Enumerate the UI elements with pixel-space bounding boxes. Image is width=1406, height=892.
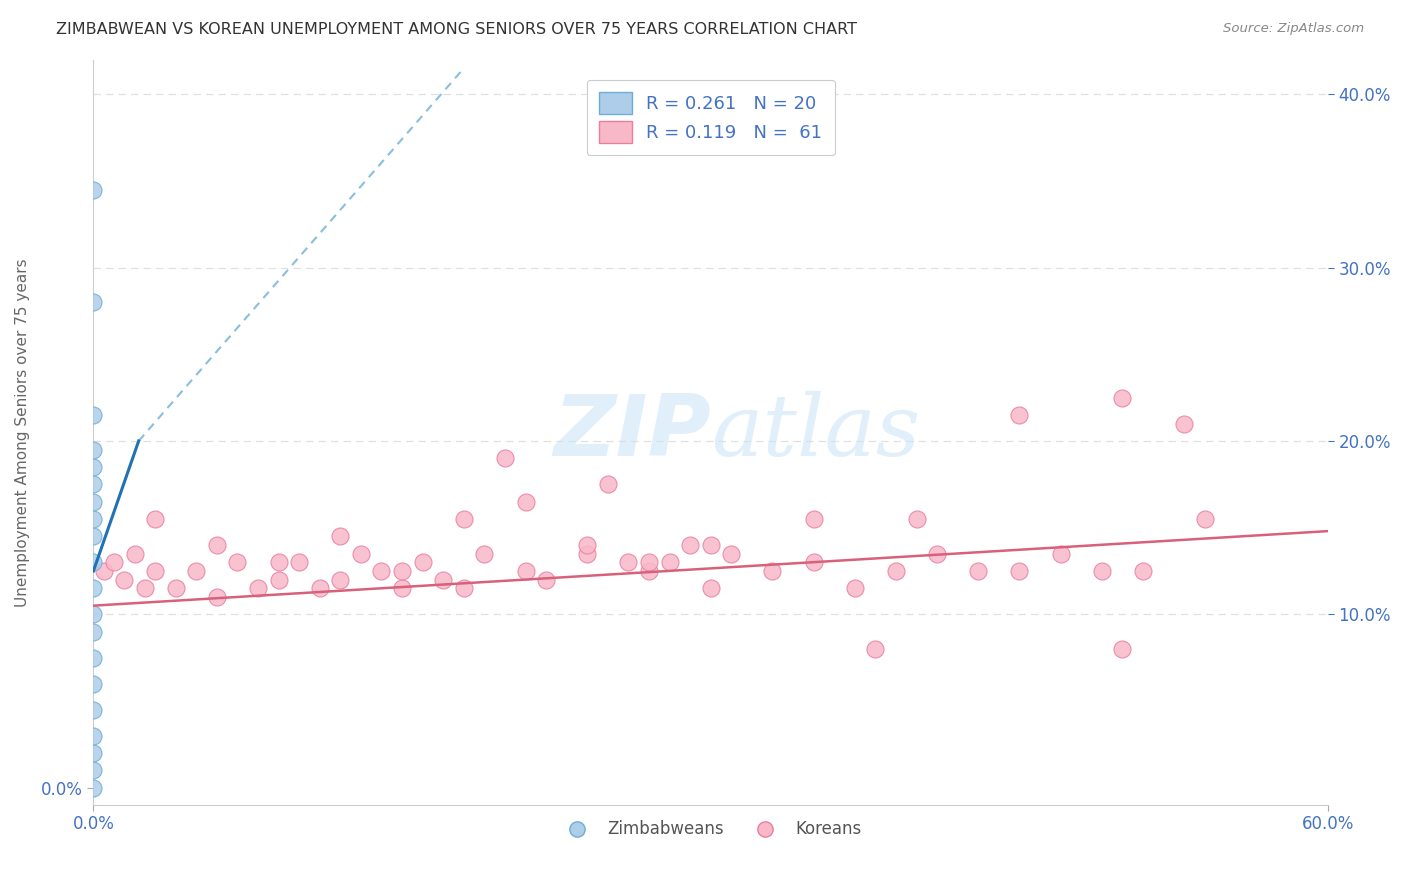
Point bbox=[412, 555, 434, 569]
Point bbox=[534, 573, 557, 587]
Point bbox=[967, 564, 990, 578]
Point bbox=[134, 582, 156, 596]
Point bbox=[82, 780, 104, 795]
Point bbox=[865, 642, 887, 657]
Point bbox=[82, 624, 104, 639]
Point bbox=[638, 564, 661, 578]
Point bbox=[350, 547, 373, 561]
Point bbox=[884, 564, 907, 578]
Point bbox=[82, 703, 104, 717]
Point bbox=[1111, 391, 1133, 405]
Point bbox=[638, 555, 661, 569]
Point bbox=[82, 477, 104, 491]
Point bbox=[82, 512, 104, 526]
Point bbox=[205, 590, 228, 604]
Point bbox=[391, 582, 413, 596]
Point bbox=[494, 451, 516, 466]
Point bbox=[803, 512, 825, 526]
Point bbox=[226, 555, 249, 569]
Point bbox=[1008, 564, 1031, 578]
Point bbox=[617, 555, 640, 569]
Point bbox=[329, 573, 352, 587]
Point bbox=[927, 547, 949, 561]
Text: atlas: atlas bbox=[711, 391, 920, 474]
Point bbox=[82, 746, 104, 760]
Point bbox=[700, 538, 723, 552]
Point bbox=[329, 529, 352, 543]
Point bbox=[905, 512, 928, 526]
Point bbox=[515, 494, 537, 508]
Point bbox=[700, 582, 723, 596]
Point bbox=[453, 582, 475, 596]
Point bbox=[576, 547, 599, 561]
Point bbox=[165, 582, 187, 596]
Point bbox=[1194, 512, 1216, 526]
Point bbox=[267, 555, 290, 569]
Point bbox=[1173, 417, 1195, 431]
Point bbox=[391, 564, 413, 578]
Point bbox=[143, 512, 166, 526]
Point bbox=[1111, 642, 1133, 657]
Point bbox=[82, 729, 104, 743]
Point bbox=[82, 494, 104, 508]
Point bbox=[82, 607, 104, 622]
Point bbox=[432, 573, 454, 587]
Point bbox=[596, 477, 619, 491]
Point bbox=[82, 764, 104, 778]
Point bbox=[82, 442, 104, 457]
Legend: Zimbabweans, Koreans: Zimbabweans, Koreans bbox=[554, 814, 868, 845]
Point bbox=[82, 555, 104, 569]
Point bbox=[103, 555, 125, 569]
Point bbox=[453, 512, 475, 526]
Point bbox=[124, 547, 146, 561]
Point bbox=[143, 564, 166, 578]
Point bbox=[803, 555, 825, 569]
Point bbox=[247, 582, 270, 596]
Point bbox=[761, 564, 783, 578]
Point bbox=[844, 582, 866, 596]
Text: Source: ZipAtlas.com: Source: ZipAtlas.com bbox=[1223, 22, 1364, 36]
Point bbox=[82, 408, 104, 422]
Point bbox=[308, 582, 330, 596]
Text: ZIMBABWEAN VS KOREAN UNEMPLOYMENT AMONG SENIORS OVER 75 YEARS CORRELATION CHART: ZIMBABWEAN VS KOREAN UNEMPLOYMENT AMONG … bbox=[56, 22, 858, 37]
Point bbox=[112, 573, 135, 587]
Point bbox=[82, 582, 104, 596]
Point bbox=[658, 555, 681, 569]
Point bbox=[82, 460, 104, 475]
Point bbox=[720, 547, 742, 561]
Point bbox=[82, 183, 104, 197]
Text: ZIP: ZIP bbox=[553, 391, 711, 474]
Point bbox=[93, 564, 115, 578]
Point bbox=[82, 295, 104, 310]
Point bbox=[82, 676, 104, 690]
Point bbox=[576, 538, 599, 552]
Point bbox=[370, 564, 392, 578]
Point bbox=[1132, 564, 1154, 578]
Point bbox=[515, 564, 537, 578]
Point bbox=[82, 529, 104, 543]
Point bbox=[1091, 564, 1114, 578]
Point bbox=[474, 547, 496, 561]
Point bbox=[82, 650, 104, 665]
Point bbox=[288, 555, 311, 569]
Y-axis label: Unemployment Among Seniors over 75 years: Unemployment Among Seniors over 75 years bbox=[15, 258, 30, 607]
Point bbox=[1008, 408, 1031, 422]
Point bbox=[205, 538, 228, 552]
Point bbox=[1049, 547, 1071, 561]
Point bbox=[679, 538, 702, 552]
Point bbox=[267, 573, 290, 587]
Point bbox=[186, 564, 208, 578]
